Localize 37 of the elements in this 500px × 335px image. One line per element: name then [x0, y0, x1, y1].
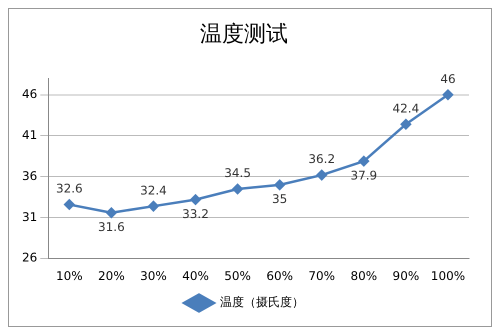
x-tick-label: 10% [56, 268, 83, 283]
x-tick-label: 80% [350, 268, 378, 283]
data-label: 36.2 [308, 152, 336, 166]
point [64, 199, 75, 210]
point [190, 194, 201, 205]
data-label: 35 [272, 192, 288, 206]
data-label: 46 [440, 72, 456, 86]
point [358, 156, 370, 166]
x-tick-label: 30% [140, 268, 167, 283]
x-tick-label: 20% [98, 268, 125, 283]
data-label: 32.4 [140, 183, 167, 198]
x-tick-label: 100% [430, 268, 466, 283]
chart-title: 温度测试 [200, 22, 288, 47]
data-label: 32.6 [56, 182, 83, 196]
y-tick-label: 26 [22, 250, 38, 265]
point [316, 170, 327, 180]
point [148, 200, 159, 212]
y-tick-label: 41 [22, 128, 38, 142]
x-tick-label: 60% [266, 268, 294, 283]
data-label: 42.4 [392, 101, 420, 116]
x-tick-label: 90% [392, 268, 420, 283]
x-tick-label: 50% [224, 268, 251, 283]
point [274, 180, 285, 190]
data-label: 34.5 [224, 166, 251, 180]
y-tick-label: 46 [22, 86, 38, 101]
y-tick-label: 36 [22, 168, 38, 183]
y-tick-label: 31 [22, 210, 38, 224]
data-label: 33.2 [182, 206, 209, 221]
legend-label: 温度（摄氏度） [220, 295, 304, 310]
point [232, 184, 243, 194]
point [442, 90, 454, 100]
point [106, 207, 117, 218]
data-label: 37.9 [350, 168, 378, 182]
x-tick-label: 70% [308, 268, 336, 283]
data-label: 31.6 [98, 220, 125, 234]
x-tick-label: 40% [182, 268, 209, 283]
point [400, 119, 412, 130]
